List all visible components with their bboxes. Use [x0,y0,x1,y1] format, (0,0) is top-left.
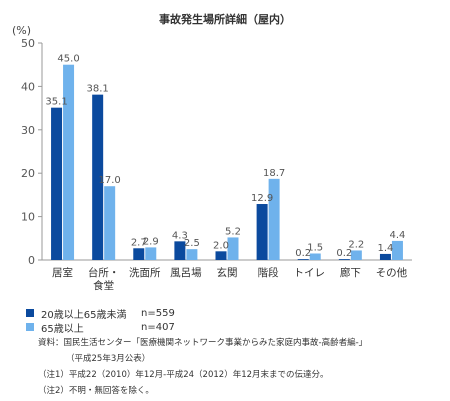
legend-swatch-65plus [26,323,34,331]
bar-age65plus-1 [104,186,116,260]
x-tick-label: トイレ [293,267,325,279]
bars [51,64,403,260]
bar-age65plus-0 [63,64,75,260]
note-2: （注2）不明・無回答を除く。 [38,386,154,396]
legend-label-20-64: 20歳以上65歳未満 [41,309,127,321]
y-tick-label: 10 [21,211,35,224]
value-label: 35.1 [45,97,67,108]
y-tick-labels: 0 10 20 30 40 50 [21,37,35,267]
x-tick-labels: 居室 台所・食堂 洗面所 風呂場 玄関 階段 トイレ 廊下 その他 [52,266,408,292]
x-tick-label: 居室 [52,266,73,279]
value-label: 2.2 [348,239,364,250]
value-label: 5.2 [225,226,241,237]
bar-age20-64-4 [215,251,227,260]
bar-age65plus-5 [268,178,280,260]
bar-age20-64-6 [297,259,309,260]
x-tick-label: 台所・ [88,266,120,279]
legend-n-65plus: n=407 [141,321,175,333]
y-tick-label: 40 [21,80,35,93]
value-label: 1.4 [377,243,393,254]
value-label: 4.4 [389,230,405,241]
note-1: （注1）平成22（2010）年12月-平成24（2012）年12月末までの伝達分… [38,370,329,380]
value-label: 17.0 [99,175,121,186]
chart-title: 事故発生場所詳細（屋内） [159,12,291,26]
bar-age65plus-2 [145,247,157,260]
notes: 資料：国民生活センター「医療機関ネットワーク事業からみた家庭内事故-高齢者編-」… [38,335,367,399]
source-line-1: 資料：国民生活センター「医療機関ネットワーク事業からみた家庭内事故-高齢者編-」 [38,338,368,348]
value-label: 12.9 [251,193,273,204]
value-label: 18.7 [263,168,285,179]
value-labels: 35.1 45.0 38.1 17.0 2.72.9 4.32.5 2.0 5.2 12.9 18… [45,54,405,259]
bar-age20-64-8 [379,253,391,260]
x-tick-label: 風呂場 [170,266,202,279]
source-line-2: （平成25年3月公表） [66,354,151,364]
value-label: 1.5 [307,242,323,253]
value-label: 0.2 [336,248,352,259]
bar-age20-64-1 [92,94,104,260]
bar-age65plus-8 [391,240,403,260]
y-tick-label: 20 [21,167,35,180]
y-axis-label: (%) [12,24,31,37]
bar-age20-64-3 [174,241,186,260]
value-label: 2.0 [213,240,229,251]
x-tick-label: 洗面所 [129,267,161,279]
value-label: 2.7 [131,237,147,248]
value-label: 45.0 [57,54,79,65]
value-label: 0.2 [295,248,311,259]
y-tick-label: 0 [28,254,35,267]
x-tick-label: 食堂 [93,279,114,292]
legend: 20歳以上65歳未満 n=559 65歳以上 n=407 [26,306,175,335]
bar-age65plus-4 [227,237,239,260]
value-label: 2.5 [184,238,200,249]
value-label: 38.1 [87,84,109,95]
y-tick-label: 50 [21,37,35,50]
value-label: 2.9 [143,236,159,247]
axes [38,42,412,261]
x-tick-label: 廊下 [340,266,361,279]
chart: 事故発生場所詳細（屋内） (%) 0 10 20 30 40 50 35.1 45.0 38.… [12,12,412,292]
legend-swatch-20-64 [26,309,34,317]
legend-item-20-64: 20歳以上65歳未満 n=559 [26,306,175,321]
bar-age20-64-0 [51,107,63,260]
legend-label-65plus: 65歳以上 [41,323,84,335]
bar-age20-64-7 [338,259,350,260]
bar-age20-64-5 [256,204,268,260]
bar-age65plus-6 [309,253,321,260]
legend-n-20-64: n=559 [141,307,175,319]
y-tick-label: 30 [21,124,35,137]
x-tick-label: 階段 [258,266,279,279]
x-tick-label: 玄関 [217,266,238,279]
legend-item-65plus: 65歳以上 n=407 [26,320,175,335]
bar-age20-64-2 [133,248,145,260]
bar-age65plus-7 [350,250,362,260]
value-label: 4.3 [172,230,188,241]
bar-age65plus-3 [186,249,198,260]
x-tick-label: その他 [376,266,408,279]
